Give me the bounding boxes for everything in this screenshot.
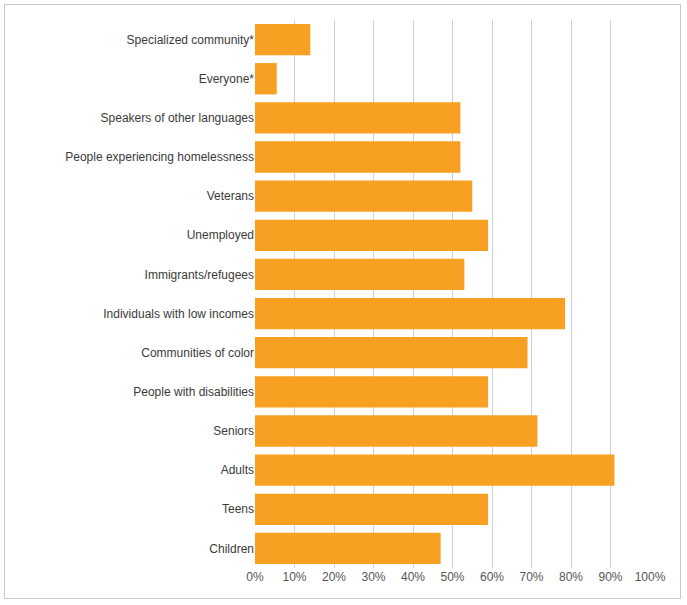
svg-text:0%: 0% bbox=[246, 570, 264, 584]
svg-text:Speakers of other languages: Speakers of other languages bbox=[101, 111, 254, 125]
svg-text:Specialized community*: Specialized community* bbox=[127, 33, 255, 47]
svg-text:70%: 70% bbox=[519, 570, 543, 584]
svg-text:20%: 20% bbox=[322, 570, 346, 584]
svg-text:People experiencing homelessne: People experiencing homelessness bbox=[65, 150, 254, 164]
svg-text:Communities of color: Communities of color bbox=[141, 346, 254, 360]
svg-text:Seniors: Seniors bbox=[213, 424, 254, 438]
svg-text:60%: 60% bbox=[480, 570, 504, 584]
svg-text:Children: Children bbox=[209, 542, 254, 556]
svg-text:Everyone*: Everyone* bbox=[199, 72, 255, 86]
svg-text:40%: 40% bbox=[401, 570, 425, 584]
svg-text:Veterans: Veterans bbox=[207, 189, 254, 203]
svg-text:90%: 90% bbox=[598, 570, 622, 584]
svg-text:100%: 100% bbox=[635, 570, 666, 584]
svg-text:Unemployed: Unemployed bbox=[187, 228, 254, 242]
svg-text:Individuals with low incomes: Individuals with low incomes bbox=[103, 307, 254, 321]
svg-text:Teens: Teens bbox=[222, 502, 254, 516]
svg-text:30%: 30% bbox=[361, 570, 385, 584]
svg-text:People with disabilities: People with disabilities bbox=[133, 385, 254, 399]
svg-text:Immigrants/refugees: Immigrants/refugees bbox=[145, 268, 254, 282]
svg-text:80%: 80% bbox=[559, 570, 583, 584]
svg-text:10%: 10% bbox=[282, 570, 306, 584]
svg-text:Adults: Adults bbox=[221, 463, 254, 477]
svg-text:50%: 50% bbox=[440, 570, 464, 584]
